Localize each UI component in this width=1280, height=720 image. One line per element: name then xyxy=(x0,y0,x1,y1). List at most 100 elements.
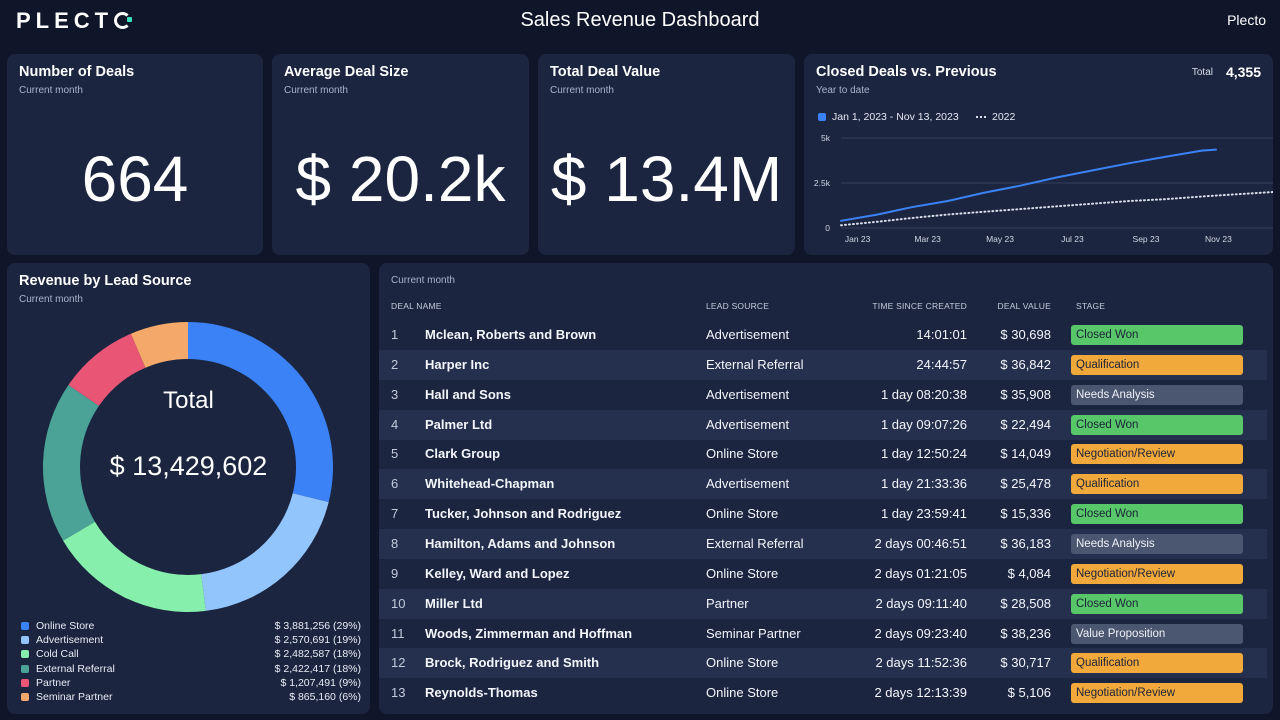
card-title: Number of Deals xyxy=(19,64,135,80)
row-number: 8 xyxy=(391,535,399,551)
table-row[interactable]: 2 Harper Inc External Referral 24:44:57 $ 36… xyxy=(379,349,1267,380)
table-row[interactable]: 13 Reynolds-Thomas Online Store 2 days 12:1… xyxy=(379,678,1267,708)
legend-previous[interactable]: 2022 xyxy=(976,111,1015,123)
time-since-created: 2 days 11:52:36 xyxy=(875,655,967,671)
y-tick-label: 2.5k xyxy=(814,178,831,188)
dashboard-header: PLECT Sales Revenue Dashboard Plecto xyxy=(0,0,1280,44)
series-line-previous[interactable] xyxy=(840,191,1273,227)
table-row[interactable]: 1 Mclean, Roberts and Brown Advertisement 1… xyxy=(379,320,1267,350)
legend-value: $ 3,881,256 (29%) xyxy=(274,620,361,633)
deal-name: Woods, Zimmerman and Hoffman xyxy=(425,625,633,641)
x-tick-label: May 23 xyxy=(986,234,1014,244)
row-number: 12 xyxy=(391,655,406,671)
legend-item[interactable]: Partner $ 1,207,491 (9%) xyxy=(21,676,361,690)
header-lead-source[interactable]: LEAD SOURCE xyxy=(706,301,770,311)
table-row[interactable]: 12 Brock, Rodriguez and Smith Online Store… xyxy=(379,648,1267,679)
donut-slice-seminar-partner[interactable] xyxy=(130,322,188,368)
table-row[interactable]: 7 Tucker, Johnson and Rodriguez Online Sto… xyxy=(379,499,1267,529)
table-row[interactable]: 6 Whitehead-Chapman Advertisement 1 day 21:… xyxy=(379,469,1267,500)
legend-value: $ 1,207,491 (9%) xyxy=(280,676,361,689)
lead-source: External Referral xyxy=(706,535,804,551)
legend-name: Cold Call xyxy=(36,648,79,661)
deal-value: $ 14,049 xyxy=(1000,446,1051,462)
donut-slice-online-store[interactable] xyxy=(188,322,334,503)
legend-value: $ 865,160 (6%) xyxy=(289,691,361,704)
time-since-created: 2 days 09:11:40 xyxy=(875,595,967,611)
row-number: 6 xyxy=(391,476,399,492)
lead-source: Advertisement xyxy=(706,386,790,402)
kpi-value: $ 13.4M xyxy=(550,143,783,215)
stage-badge: Value Proposition xyxy=(1071,623,1243,644)
deal-name: Hall and Sons xyxy=(425,386,511,402)
kpi-card-number-of-deals[interactable]: Number of Deals Current month 664 xyxy=(7,54,263,255)
deal-name: Miller Ltd xyxy=(425,595,483,611)
legend-item[interactable]: Cold Call $ 2,482,587 (18%) xyxy=(21,647,361,661)
stage-badge: Closed Won xyxy=(1071,325,1243,345)
legend-item[interactable]: Seminar Partner $ 865,160 (6%) xyxy=(21,690,361,704)
stage-badge: Negotiation/Review xyxy=(1071,563,1243,584)
deal-value: $ 25,478 xyxy=(1000,476,1051,492)
legend-item[interactable]: External Referral $ 2,422,417 (18%) xyxy=(21,662,361,676)
deal-value: $ 35,908 xyxy=(1000,386,1051,402)
kpi-card-average-deal-size[interactable]: Average Deal Size Current month $ 20.2k xyxy=(272,54,529,255)
x-tick-label: Sep 23 xyxy=(1133,234,1160,244)
time-since-created: 2 days 12:13:39 xyxy=(874,685,967,701)
row-number: 4 xyxy=(391,416,399,432)
table-row[interactable]: 3 Hall and Sons Advertisement 1 day 08:20:3… xyxy=(379,380,1267,410)
time-since-created: 2 days 09:23:40 xyxy=(874,625,967,641)
header-deal-value[interactable]: DEAL VALUE xyxy=(997,301,1051,311)
lead-source: Online Store xyxy=(706,685,779,701)
legend-item[interactable]: Advertisement $ 2,570,691 (19%) xyxy=(21,633,361,647)
time-since-created: 1 day 23:59:41 xyxy=(880,506,967,522)
row-number: 7 xyxy=(391,506,399,522)
legend-swatch-icon xyxy=(21,650,29,659)
kpi-value: $ 20.2k xyxy=(295,143,506,215)
lead-source: Advertisement xyxy=(706,416,790,432)
donut-chart xyxy=(42,322,334,612)
row-number: 9 xyxy=(391,565,399,581)
table-row[interactable]: 9 Kelley, Ward and Lopez Online Store 2 day… xyxy=(379,559,1267,589)
header-deal-name[interactable]: DEAL NAME xyxy=(391,301,442,311)
table-row[interactable]: 8 Hamilton, Adams and Johnson External Ref… xyxy=(379,528,1267,559)
legend-current[interactable]: Jan 1, 2023 - Nov 13, 2023 xyxy=(818,111,959,123)
y-tick-label: 0 xyxy=(825,223,830,233)
card-subtitle: Current month xyxy=(19,85,83,96)
legend-name: Advertisement xyxy=(36,634,104,647)
donut-slice-partner[interactable] xyxy=(68,333,146,406)
time-since-created: 1 day 08:20:38 xyxy=(880,386,967,402)
row-number: 11 xyxy=(391,625,405,641)
total-label: Total xyxy=(1191,67,1213,78)
header-time-since-created[interactable]: TIME SINCE CREATED xyxy=(872,301,967,311)
deal-value: $ 4,084 xyxy=(1007,565,1051,581)
card-subtitle: Current month xyxy=(19,294,83,305)
legend-value: $ 2,482,587 (18%) xyxy=(274,648,361,661)
legend-item[interactable]: Online Store $ 3,881,256 (29%) xyxy=(21,619,361,633)
table-row[interactable]: 11 Woods, Zimmerman and Hoffman Seminar Pa… xyxy=(379,619,1267,649)
header-stage[interactable]: STAGE xyxy=(1076,301,1106,311)
donut-slice-external-referral[interactable] xyxy=(42,384,99,541)
x-tick-label: Mar 23 xyxy=(914,234,941,244)
lead-source: External Referral xyxy=(706,356,804,372)
x-tick-label: Jul 23 xyxy=(1061,234,1084,244)
donut-slice-cold-call[interactable] xyxy=(63,521,206,612)
table-row[interactable]: 4 Palmer Ltd Advertisement 1 day 09:07:26 $ … xyxy=(379,409,1267,440)
deals-table-card[interactable]: Current month DEAL NAME LEAD SOURCE TIME… xyxy=(379,263,1273,714)
legend-value: $ 2,570,691 (19%) xyxy=(274,634,361,647)
series-line-current[interactable] xyxy=(840,148,1217,222)
row-number: 10 xyxy=(391,595,406,611)
time-since-created: 14:01:01 xyxy=(916,327,967,342)
plecto-logo[interactable]: PLECT xyxy=(16,8,133,34)
donut-slice-advertisement[interactable] xyxy=(201,493,329,611)
lead-source-legend: Online Store $ 3,881,256 (29%) Advertiseme… xyxy=(21,619,361,704)
table-row[interactable]: 5 Clark Group Online Store 1 day 12:50:24 $ … xyxy=(379,439,1267,469)
legend-current-label: Jan 1, 2023 - Nov 13, 2023 xyxy=(832,111,959,123)
revenue-by-source-card[interactable]: Revenue by Lead Source Current month Tot… xyxy=(7,263,370,714)
table-row[interactable]: 10 Miller Ltd Partner 2 days 09:11:40 $ 28,5… xyxy=(379,588,1267,619)
deal-value: $ 30,717 xyxy=(1000,655,1051,671)
stage-badge: Needs Analysis xyxy=(1071,533,1243,554)
time-since-created: 24:44:57 xyxy=(916,356,967,372)
lead-source: Partner xyxy=(706,595,749,611)
kpi-card-total-deal-value[interactable]: Total Deal Value Current month $ 13.4M xyxy=(538,54,795,255)
deal-name: Hamilton, Adams and Johnson xyxy=(425,535,616,551)
closed-deals-card[interactable]: Closed Deals vs. Previous Year to date T… xyxy=(804,54,1273,255)
